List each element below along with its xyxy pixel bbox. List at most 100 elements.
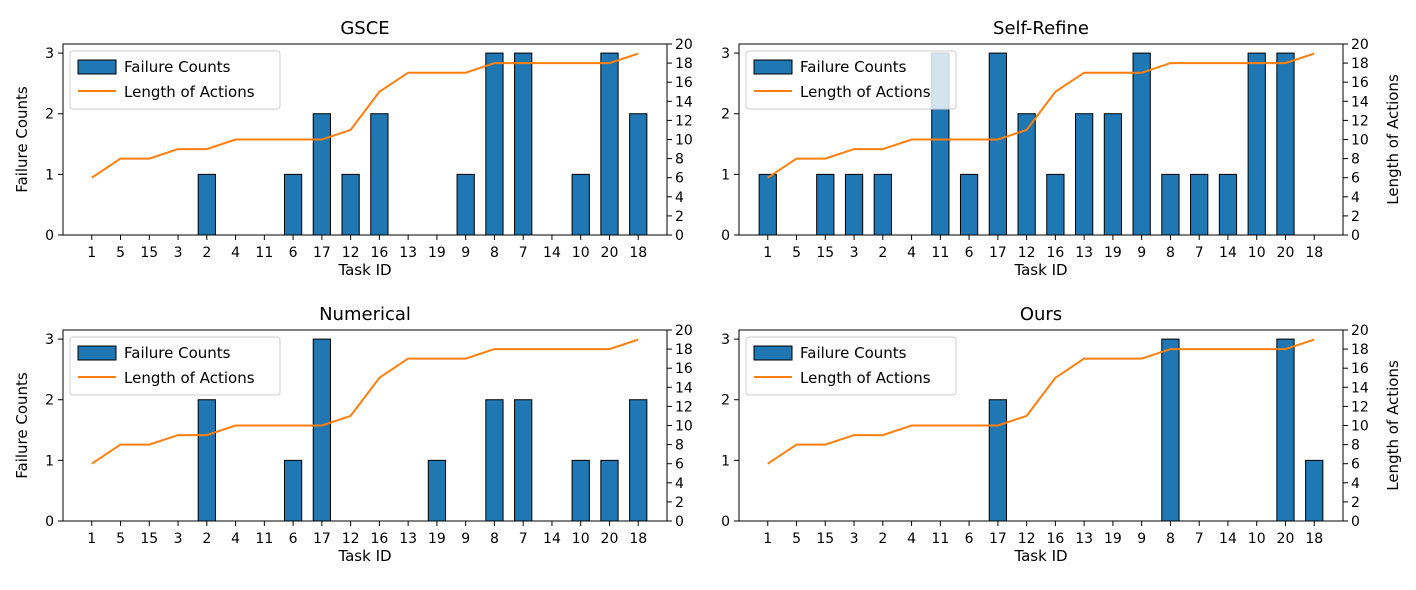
bar-task-17	[988, 399, 1007, 522]
x-tick-label: 17	[313, 245, 331, 261]
y-tick-label: 0	[45, 228, 54, 244]
x-tick-label: 14	[1219, 531, 1237, 547]
legend-label-failure-counts: Failure Counts	[800, 58, 907, 76]
x-tick-label: 10	[1248, 531, 1266, 547]
x-tick-label: 8	[490, 245, 499, 261]
bar-task-3	[844, 173, 864, 236]
y2-tick-label: 0	[1351, 228, 1360, 244]
bar-task-12	[341, 173, 360, 236]
legend-box	[745, 50, 957, 110]
y2-tick-label: 18	[675, 342, 693, 358]
x-tick-label: 14	[1219, 245, 1237, 261]
legend-box	[69, 50, 281, 110]
x-tick-label: 15	[816, 245, 834, 261]
x-tick-label: 10	[1248, 245, 1266, 261]
x-tick-label: 9	[461, 245, 470, 261]
x-tick-label: 11	[255, 531, 273, 547]
x-tick-label: 4	[907, 531, 916, 547]
chart-title: GSCE	[340, 18, 389, 39]
x-tick-label: 16	[1046, 245, 1064, 261]
y2-tick-label: 8	[675, 152, 684, 168]
y-axis-label: Failure Counts	[13, 372, 31, 479]
y2-tick-label: 12	[675, 399, 693, 415]
x-tick-label: 2	[202, 245, 211, 261]
bar-task-19	[427, 459, 447, 522]
x-tick-label: 8	[1166, 245, 1175, 261]
y2-tick-label: 2	[1351, 209, 1360, 225]
y2-tick-label: 20	[675, 323, 693, 339]
x-tick-label: 3	[174, 531, 183, 547]
legend-label-length-of-actions: Length of Actions	[124, 369, 255, 387]
y2-tick-label: 8	[1351, 152, 1360, 168]
bar-task-1	[758, 173, 777, 236]
y2-tick-label: 10	[675, 133, 693, 149]
x-tick-label: 18	[629, 245, 647, 261]
y2-tick-label: 8	[1351, 438, 1360, 454]
x-tick-label: 9	[1137, 531, 1146, 547]
bar-task-7	[514, 52, 533, 236]
bar-task-17	[312, 113, 331, 236]
bar-task-2	[197, 173, 216, 236]
y-tick-label: 3	[721, 46, 730, 62]
y2-tick-label: 4	[675, 190, 684, 206]
y2-tick-label: 10	[1351, 133, 1369, 149]
x-tick-label: 6	[965, 531, 974, 547]
bar-task-6	[959, 173, 979, 236]
y2-tick-label: 2	[675, 495, 684, 511]
x-tick-label: 19	[1104, 531, 1122, 547]
x-tick-label: 6	[965, 245, 974, 261]
legend-label-failure-counts: Failure Counts	[800, 344, 907, 362]
legend-label-failure-counts: Failure Counts	[124, 58, 231, 76]
x-tick-label: 5	[116, 531, 125, 547]
y2-tick-label: 14	[675, 94, 693, 110]
x-axis-label: Task ID	[337, 261, 391, 279]
bar-task-7	[514, 399, 533, 522]
chart-title: Self-Refine	[993, 18, 1089, 39]
y2-tick-label: 16	[675, 75, 693, 91]
y-tick-label: 3	[721, 332, 730, 348]
legend-swatch-failure-counts	[77, 59, 117, 75]
x-axis-label: Task ID	[337, 547, 391, 565]
x-tick-label: 3	[174, 245, 183, 261]
y2-tick-label: 0	[675, 514, 684, 530]
y-tick-label: 3	[45, 332, 54, 348]
legend-box	[69, 336, 281, 396]
x-tick-label: 11	[255, 245, 273, 261]
x-tick-label: 9	[461, 531, 470, 547]
x-tick-label: 13	[1075, 245, 1093, 261]
chart-title: Numerical	[319, 304, 411, 325]
chart-title: Ours	[1020, 304, 1062, 325]
bar-task-18	[629, 113, 648, 236]
x-tick-label: 19	[428, 245, 446, 261]
y-tick-label: 2	[721, 393, 730, 409]
x-tick-label: 4	[231, 531, 240, 547]
x-tick-label: 15	[140, 245, 158, 261]
bar-task-10	[1247, 52, 1266, 236]
bar-task-18	[629, 399, 648, 522]
legend-label-length-of-actions: Length of Actions	[800, 369, 931, 387]
x-tick-label: 3	[850, 245, 859, 261]
x-tick-label: 7	[519, 245, 528, 261]
legend-box	[745, 336, 957, 396]
x-tick-label: 5	[792, 531, 801, 547]
x-tick-label: 20	[601, 245, 619, 261]
y2-tick-label: 18	[1351, 56, 1369, 72]
bar-task-16	[370, 113, 389, 236]
y2-tick-label: 12	[1351, 113, 1369, 129]
x-tick-label: 1	[763, 531, 772, 547]
y2-tick-label: 12	[1351, 399, 1369, 415]
bar-task-10	[571, 173, 590, 236]
length-of-actions-line	[91, 338, 639, 465]
bar-task-9	[1132, 52, 1151, 236]
x-tick-label: 14	[543, 245, 561, 261]
y2-tick-label: 20	[675, 37, 693, 53]
legend: Failure Counts Length of Actions	[69, 336, 281, 396]
y2-axis-label: Length of Actions	[1384, 360, 1402, 491]
y2-tick-label: 6	[1351, 171, 1360, 187]
x-tick-label: 20	[601, 531, 619, 547]
bar-task-20	[600, 459, 619, 522]
y-tick-label: 0	[721, 228, 730, 244]
bar-task-8	[485, 399, 504, 522]
